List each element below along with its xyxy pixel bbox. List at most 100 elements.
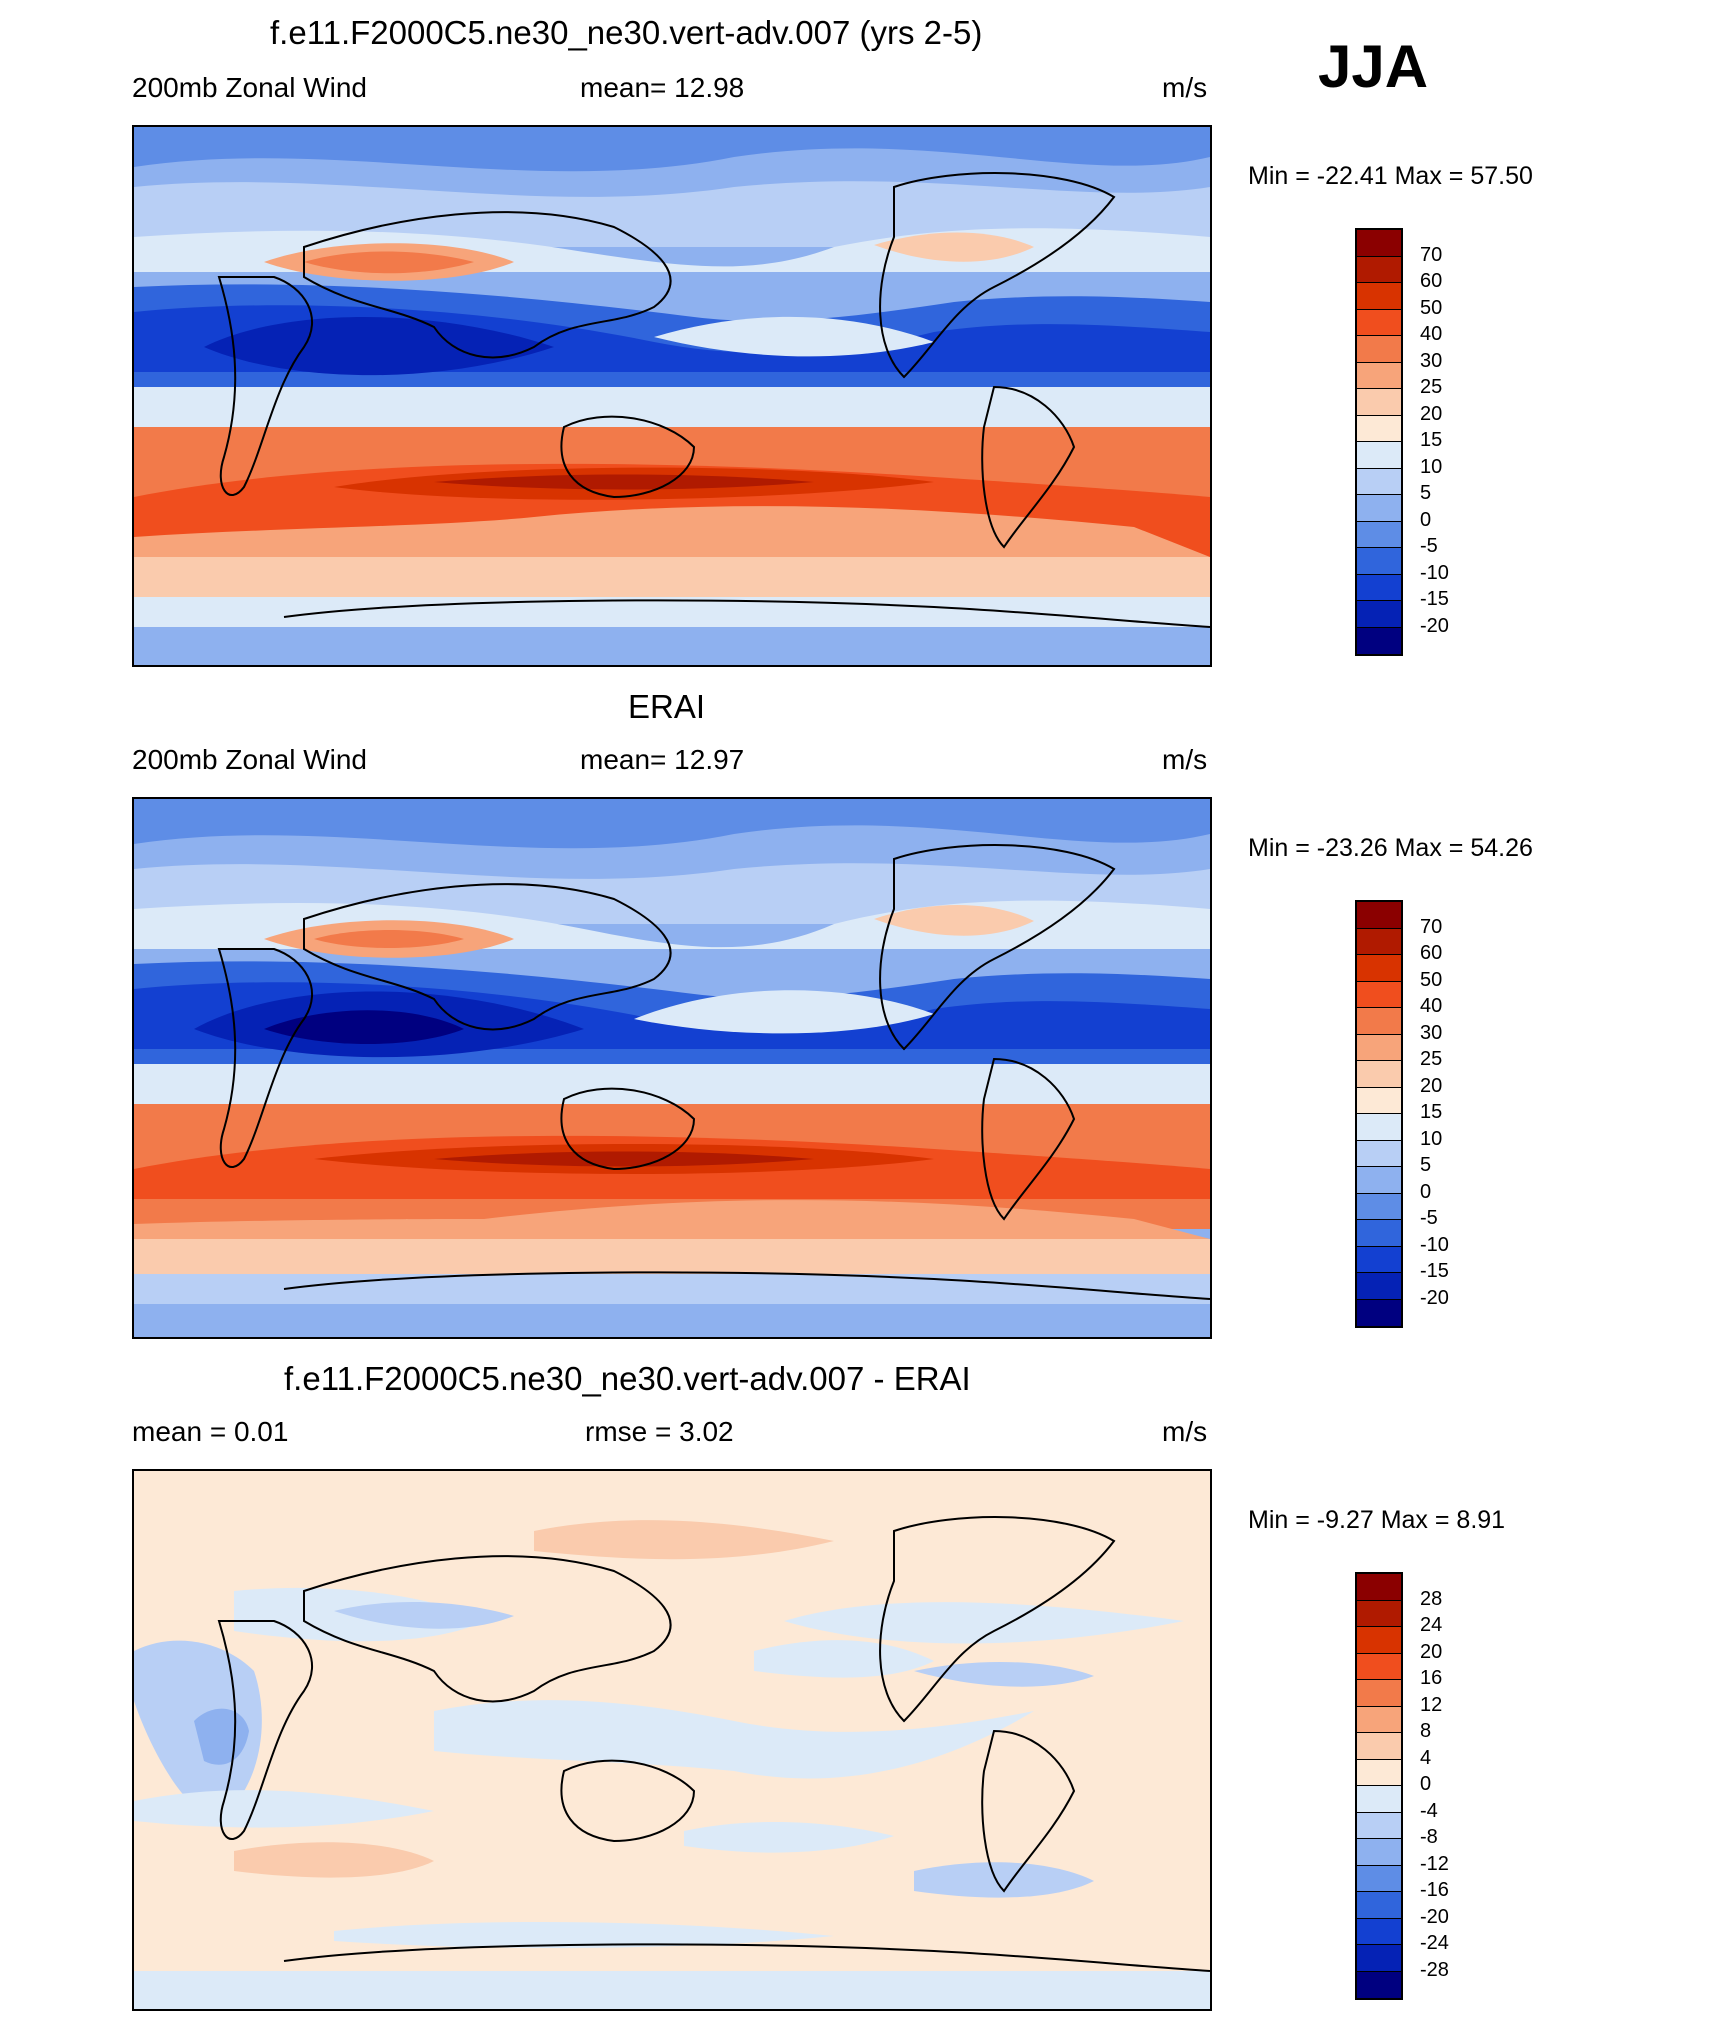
colorbar-swatch (1357, 1167, 1401, 1194)
season-label: JJA (1318, 33, 1429, 100)
colorbar-swatch (1357, 1600, 1401, 1627)
colorbar-tick-label: 25 (1420, 376, 1443, 398)
colorbar-tick-label: 8 (1420, 1720, 1432, 1742)
panel-1-center-label: mean= 12.98 (580, 72, 745, 103)
colorbar-swatch (1357, 1034, 1401, 1061)
colorbar-tick-label: 0 (1420, 1180, 1432, 1203)
colorbar-swatch (1357, 442, 1401, 469)
colorbar-tick-label: 10 (1420, 455, 1443, 478)
colorbar-tick-label: 50 (1420, 968, 1443, 991)
colorbar-swatch (1357, 389, 1401, 416)
colorbar-swatch (1357, 362, 1401, 389)
colorbar-swatch (1357, 1087, 1401, 1114)
colorbar-swatch (1357, 336, 1401, 363)
colorbar-swatch (1357, 928, 1401, 955)
colorbar-swatch (1357, 1653, 1401, 1680)
colorbar-swatch (1357, 1971, 1401, 1998)
colorbar-tick-label: 40 (1420, 995, 1443, 1017)
colorbar-swatch (1357, 955, 1401, 982)
colorbar-tick-label: 20 (1420, 1074, 1443, 1097)
panel-3-title: f.e11.F2000C5.ne30_ne30.vert-adv.007 - E… (284, 1360, 971, 1397)
colorbar-swatch (1357, 1114, 1401, 1141)
colorbar-tick-label: -28 (1420, 1958, 1449, 1981)
colorbar-tick-label: -20 (1420, 1905, 1449, 1928)
panel-2-left-label: 200mb Zonal Wind (132, 744, 368, 775)
colorbar-swatch (1357, 574, 1401, 601)
colorbar-tick-label: 5 (1420, 1154, 1432, 1176)
colorbar-swatch (1357, 1918, 1401, 1945)
colorbar-swatch (1357, 1193, 1401, 1220)
colorbar-tick-label: -8 (1420, 1826, 1438, 1848)
colorbar-tick-label: 28 (1420, 1587, 1443, 1610)
colorbar-swatch (1357, 601, 1401, 628)
panel-1-left-label: 200mb Zonal Wind (132, 72, 368, 103)
panel-3-left-label: mean = 0.01 (132, 1416, 289, 1447)
colorbar-swatch (1357, 1008, 1401, 1035)
colorbar-swatch (1357, 1273, 1401, 1300)
colorbar-tick-label: -15 (1420, 588, 1449, 610)
colorbar-swatch (1357, 468, 1401, 495)
panel-2-minmax: Min = -23.26 Max = 54.26 (1248, 834, 1533, 862)
colorbar-swatch (1357, 309, 1401, 336)
colorbar-tick-label: 70 (1420, 915, 1443, 938)
colorbar-swatch (1357, 1706, 1401, 1733)
colorbar-tick-label: 10 (1420, 1127, 1443, 1150)
colorbar-swatch (1357, 1865, 1401, 1892)
colorbar-tick-label: 0 (1420, 508, 1432, 531)
panel-1-units: m/s (1162, 72, 1208, 103)
panel-3-units: m/s (1162, 1416, 1208, 1447)
colorbar-tick-label: 60 (1420, 942, 1443, 964)
panel-2-units: m/s (1162, 744, 1208, 775)
colorbar-tick-label: 70 (1420, 243, 1443, 266)
colorbar-tick-label: 0 (1420, 1773, 1432, 1795)
colorbar-tick-label: 25 (1420, 1048, 1443, 1070)
colorbar-swatch (1357, 256, 1401, 283)
colorbar-swatch (1357, 1733, 1401, 1760)
panel-1-title: f.e11.F2000C5.ne30_ne30.vert-adv.007 (yr… (270, 14, 983, 51)
colorbar-swatch (1357, 415, 1401, 442)
colorbar-tick-label: 30 (1420, 349, 1443, 372)
colorbar-swatch (1357, 230, 1401, 257)
colorbar-swatch (1357, 1680, 1401, 1707)
colorbar-swatch (1357, 1140, 1401, 1167)
colorbar-tick-label: -20 (1420, 1286, 1449, 1309)
colorbar-tick-label: 50 (1420, 296, 1443, 319)
panel-2-map (132, 797, 1212, 1339)
colorbar-tick-label: 15 (1420, 1101, 1443, 1123)
colorbar-swatch (1357, 1945, 1401, 1972)
panel-3-center-label: rmse = 3.02 (585, 1416, 734, 1447)
panel-1-colorbar (1355, 228, 1403, 656)
colorbar-tick-label: 12 (1420, 1693, 1443, 1716)
colorbar-swatch (1357, 1812, 1401, 1839)
colorbar-tick-label: -10 (1420, 561, 1449, 584)
colorbar-swatch (1357, 548, 1401, 575)
panel-3-colorbar (1355, 1572, 1403, 2000)
colorbar-swatch (1357, 902, 1401, 929)
panel-2-title: ERAI (628, 688, 706, 725)
colorbar-tick-label: -5 (1420, 535, 1438, 557)
colorbar-swatch (1357, 1759, 1401, 1786)
colorbar-swatch (1357, 627, 1401, 654)
colorbar-tick-label: -10 (1420, 1233, 1449, 1256)
colorbar-tick-label: -15 (1420, 1260, 1449, 1282)
panel-1-map (132, 125, 1212, 667)
colorbar-tick-label: 20 (1420, 1640, 1443, 1663)
colorbar-tick-label: -16 (1420, 1879, 1449, 1901)
colorbar-swatch (1357, 283, 1401, 310)
colorbar-tick-label: 5 (1420, 482, 1432, 504)
colorbar-tick-label: 16 (1420, 1667, 1443, 1689)
colorbar-swatch (1357, 1786, 1401, 1813)
colorbar-tick-label: 40 (1420, 323, 1443, 345)
colorbar-tick-label: 30 (1420, 1021, 1443, 1044)
colorbar-swatch (1357, 1299, 1401, 1326)
colorbar-tick-label: 24 (1420, 1614, 1443, 1636)
colorbar-tick-label: -4 (1420, 1799, 1438, 1822)
colorbar-swatch (1357, 1220, 1401, 1247)
colorbar-tick-label: -24 (1420, 1932, 1449, 1954)
colorbar-tick-label: -5 (1420, 1207, 1438, 1229)
panel-3-map (132, 1469, 1212, 2011)
colorbar-swatch (1357, 1574, 1401, 1601)
colorbar-tick-label: 60 (1420, 270, 1443, 292)
colorbar-tick-label: -12 (1420, 1852, 1449, 1875)
colorbar-tick-label: -20 (1420, 614, 1449, 637)
